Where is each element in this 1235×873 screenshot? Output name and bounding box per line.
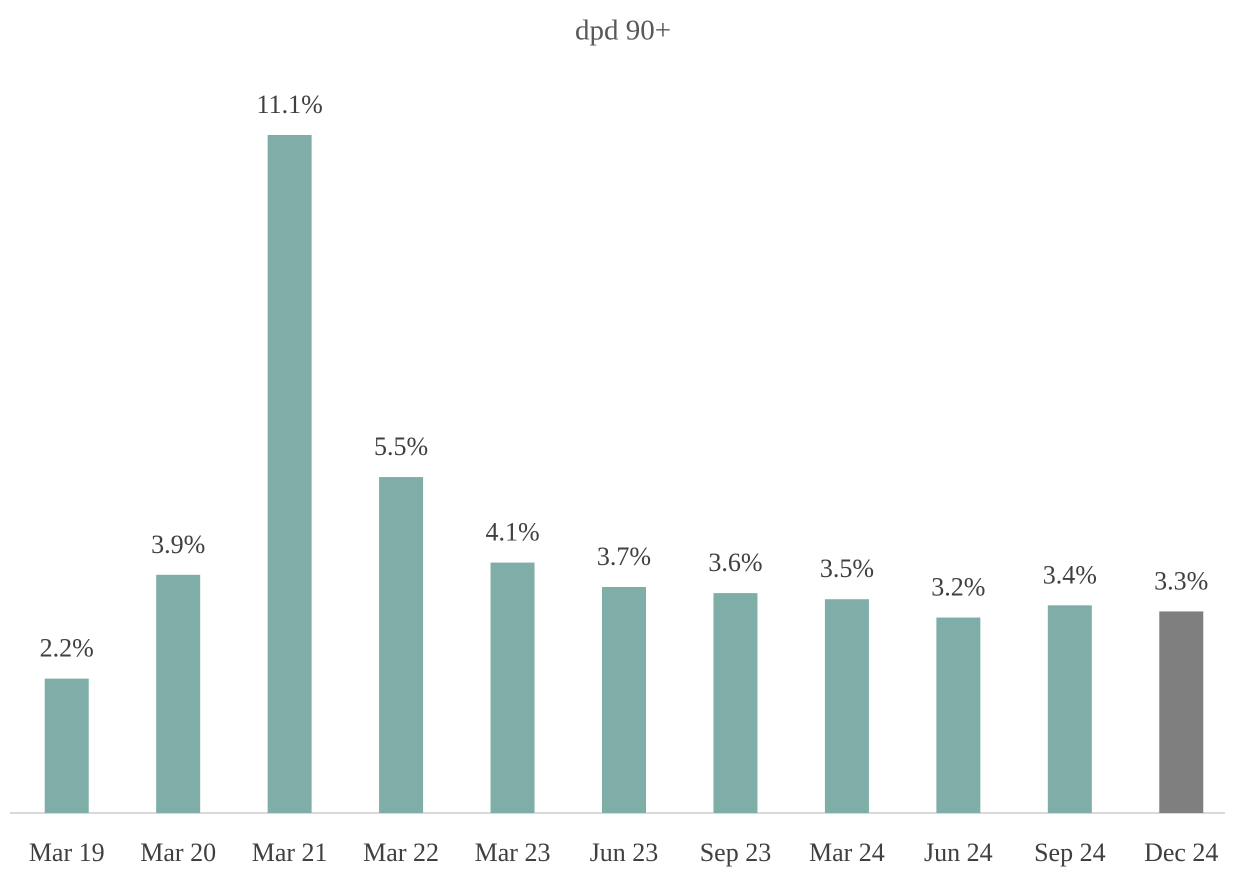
bar [824,599,869,813]
bar [1047,605,1092,813]
bar [936,617,981,813]
bar [1159,611,1204,813]
bar [267,135,312,813]
data-label: 5.5% [374,432,428,461]
data-label: 3.3% [1154,566,1208,595]
x-tick-label: Mar 19 [29,838,105,867]
x-tick-label: Sep 24 [1034,838,1106,867]
data-label: 3.4% [1043,560,1097,589]
bar [379,477,424,813]
data-label: 2.2% [40,634,94,663]
bar [602,587,646,813]
bar [713,593,758,813]
data-label: 11.1% [257,90,323,119]
x-tick-label: Mar 23 [475,838,551,867]
x-tick-label: Jun 24 [924,838,993,867]
bar [44,678,89,813]
x-tick-label: Jun 23 [590,838,659,867]
x-tick-label: Sep 23 [700,838,772,867]
data-label: 3.2% [931,573,985,602]
data-label: 4.1% [485,518,539,547]
x-tick-label: Dec 24 [1144,838,1218,867]
x-tick-label: Mar 24 [809,838,885,867]
x-tick-label: Mar 22 [363,838,439,867]
x-tick-label: Mar 20 [140,838,216,867]
bar [156,574,201,813]
chart-title: dpd 90+ [575,15,671,47]
bar [490,562,535,813]
data-label: 3.6% [708,548,762,577]
data-label: 3.5% [820,554,874,583]
x-tick-label: Mar 21 [252,838,328,867]
data-label: 3.7% [597,542,651,571]
data-label: 3.9% [151,530,205,559]
